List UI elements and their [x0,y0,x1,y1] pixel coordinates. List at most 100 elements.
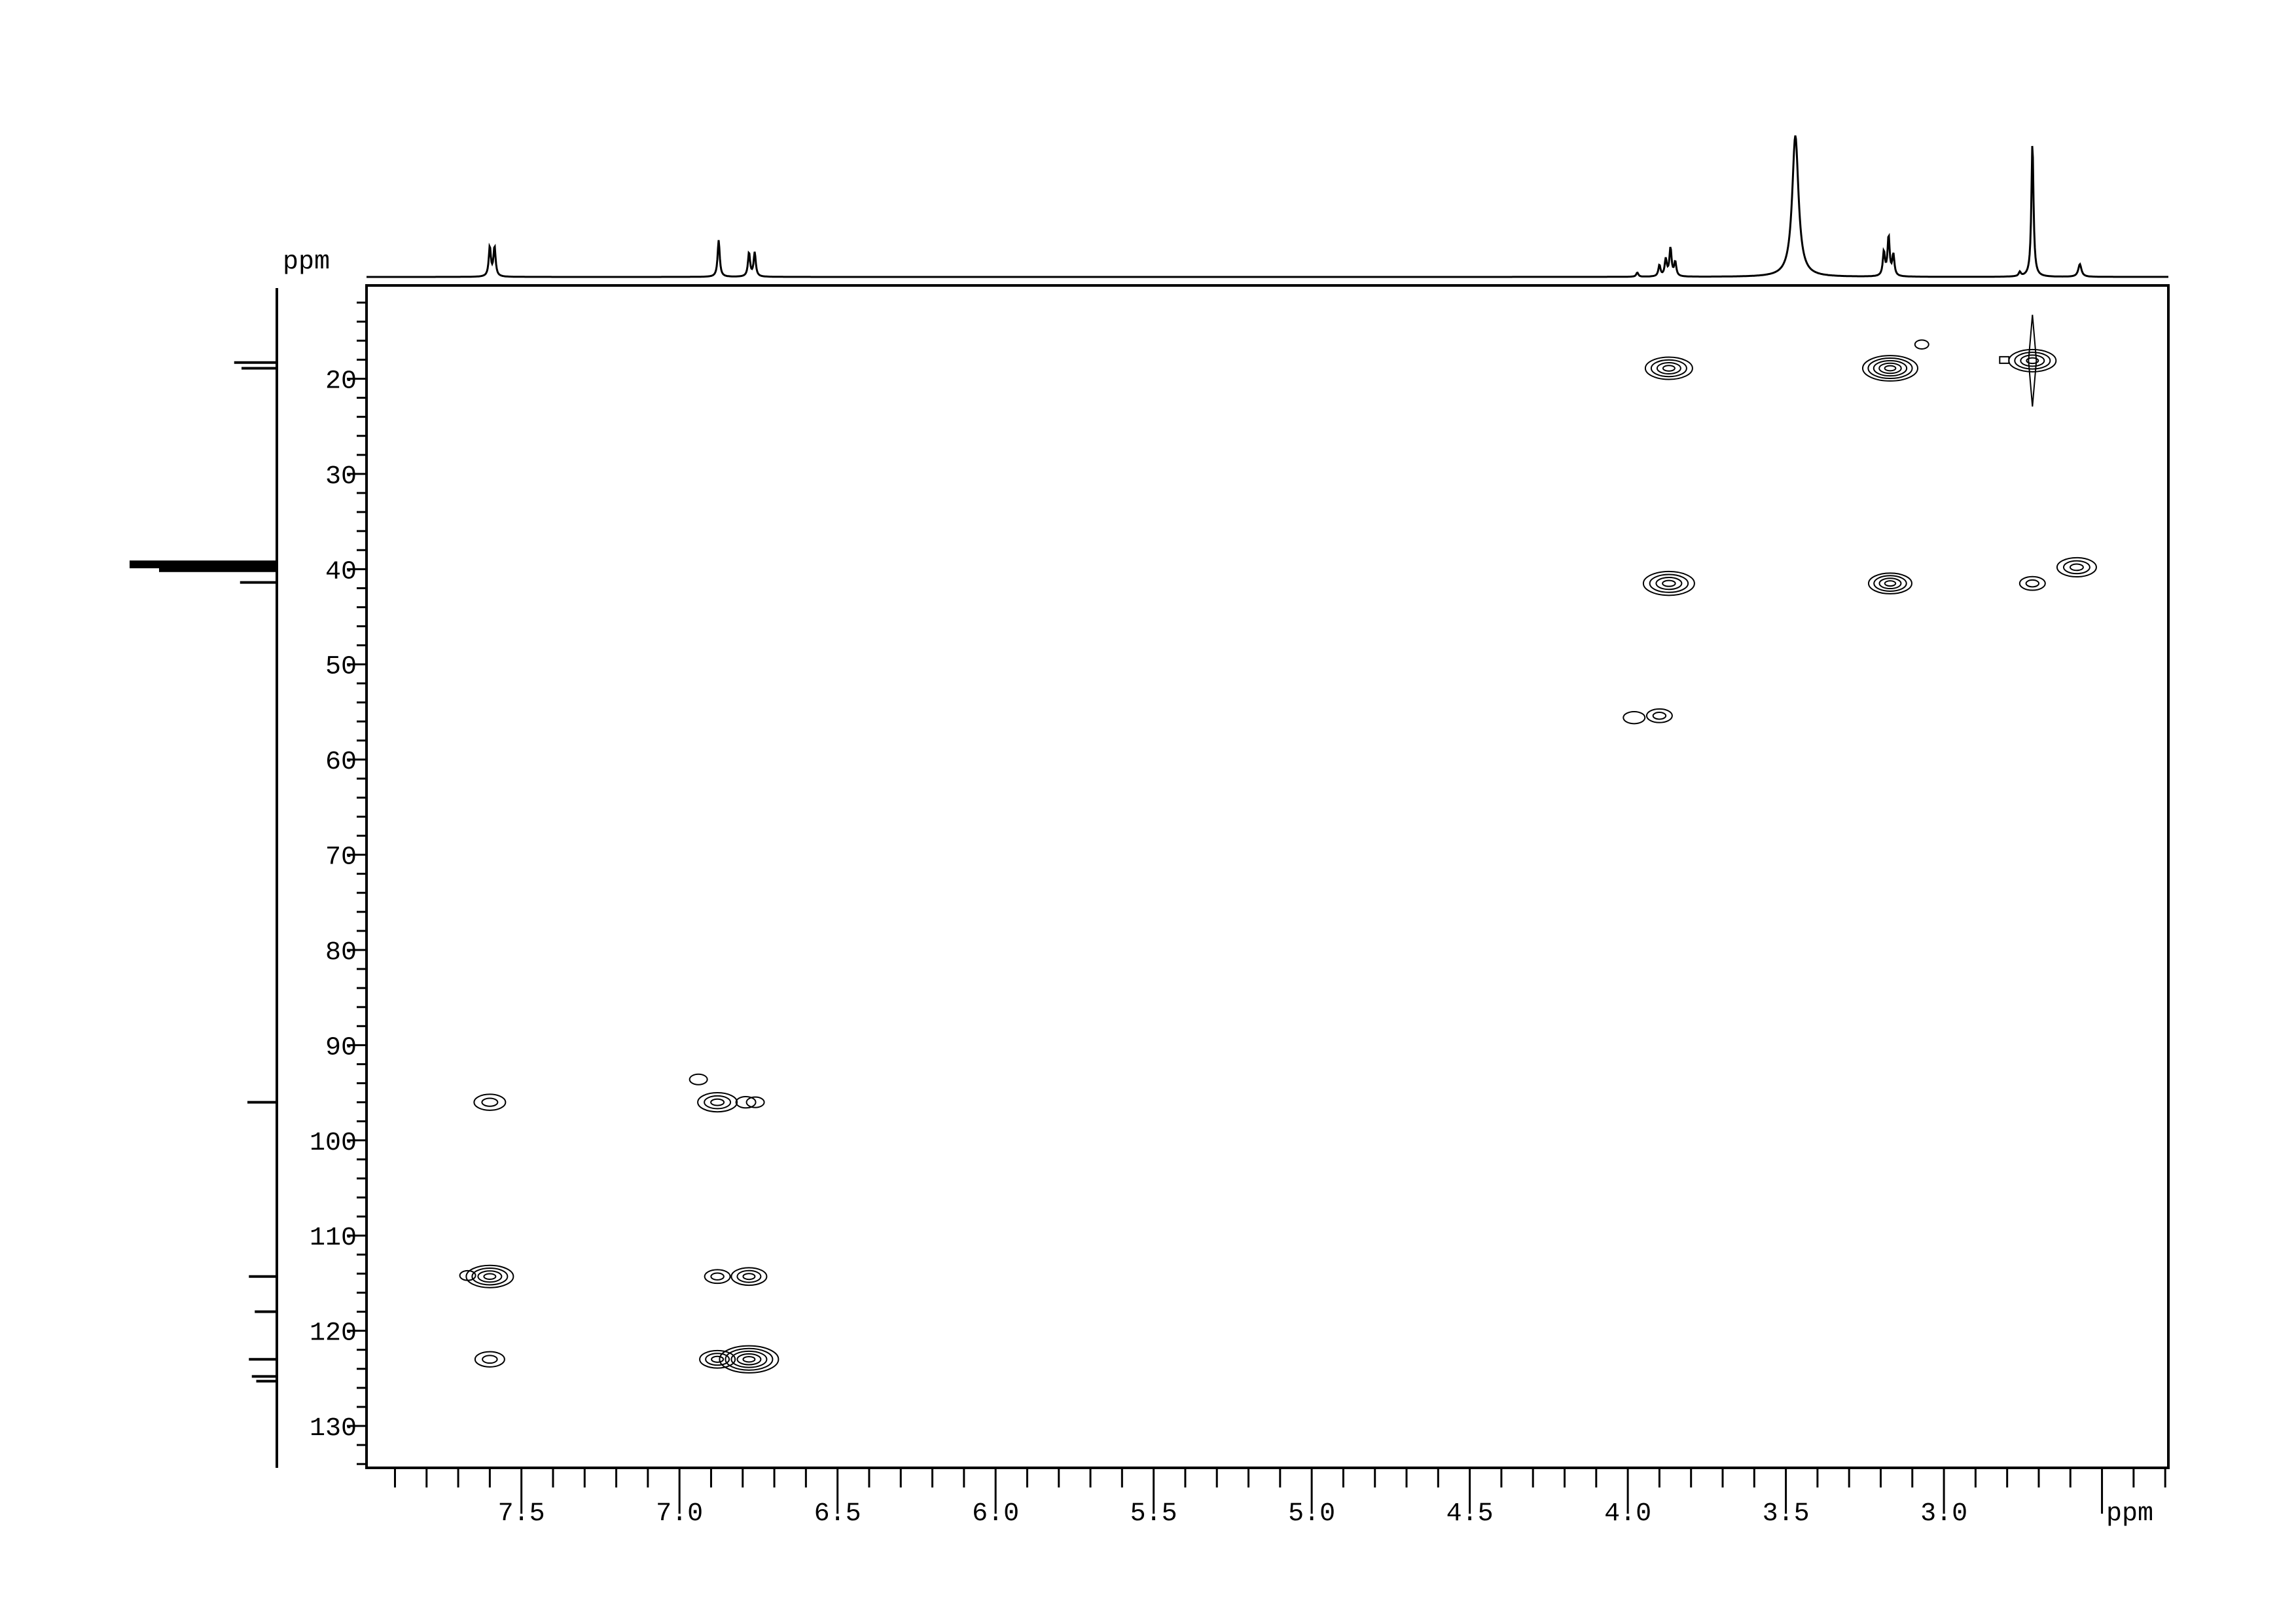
x-tick-label: 5.5 [1130,1499,1177,1529]
x-tick-label: 6.5 [814,1499,861,1529]
f1-projection-spectrum [130,288,278,1468]
contour-level [699,1349,736,1369]
y-tick-label: 70 [325,843,357,873]
contour-level [1999,356,2010,364]
cross-peak [1644,356,1693,380]
contour-level [689,1073,708,1085]
contour-level [742,1273,756,1281]
contour-level [745,1096,765,1108]
y-tick-label: 110 [310,1224,357,1253]
contour-level [1878,577,1902,590]
y-tick-label: 50 [325,653,357,682]
y-axis: 20 30 40 50 60 70 80 90 100 110 120 130 [310,301,367,1465]
contour-level [2018,575,2046,591]
contour-level [2069,563,2084,572]
contour-level [736,1269,762,1283]
contour-level [725,1347,774,1371]
contour-level [1645,708,1673,723]
plot-frame [365,284,2170,1469]
contour-level [1884,365,1897,372]
contour-level [1652,712,1667,720]
contour-level [2014,352,2051,370]
contour-level [1623,710,1646,725]
contour-level [2056,556,2097,578]
cross-peak [689,1073,708,1085]
contour-level [477,1270,503,1283]
contour-level [2025,579,2040,588]
contour-level [483,1273,497,1280]
contour-level [1884,580,1897,587]
contour-level [482,1355,498,1364]
y-tick-label: 30 [325,462,357,492]
contour-level [719,1345,780,1374]
cross-peak [704,1269,731,1285]
contour-level [736,1353,762,1366]
x-tick-label: 3.0 [1920,1499,1967,1529]
contour-level [1655,577,1683,591]
cross-peak [735,1096,757,1109]
contour-level [471,1267,509,1286]
y-tick-label: 120 [310,1319,357,1349]
contour-level [1650,359,1687,378]
x-tick-label: 7.5 [498,1499,545,1529]
cross-peak [465,1264,514,1288]
contour-level [1873,575,1907,592]
contour-level [1878,362,1902,374]
contour-level [735,1096,757,1109]
contour-level [704,1269,731,1285]
contour-level [1644,356,1693,380]
f2-projection-trace [367,135,2168,278]
x-tick-label: 4.0 [1604,1499,1651,1529]
contour-level [697,1092,738,1113]
cross-peak [1623,710,1646,725]
x-tick-label: 6.0 [972,1499,1019,1529]
contour-level [742,1356,756,1363]
cross-peak [1645,708,1673,723]
cross-peak [697,1092,738,1113]
contour-level [710,1272,725,1281]
y-tick-label: 90 [325,1033,357,1063]
cross-peak [1867,572,1912,594]
contour-level [730,1350,768,1368]
contour-level [465,1264,514,1288]
cross-peak [1642,570,1695,596]
contour-level [1867,572,1912,594]
contour-level [1873,359,1908,377]
t1-noise-streak [2028,314,2037,407]
y-tick-label: 20 [325,367,357,397]
contour-level [1914,339,1929,350]
cross-peak [1914,339,1929,350]
contour-level [1656,362,1681,375]
cross-peak [2056,556,2097,578]
cross-peak [719,1345,780,1374]
contour-level [710,1098,725,1106]
contour-level [705,1353,730,1366]
y-axis-label: ppm [283,247,330,277]
contour-level [730,1267,768,1286]
x-tick-label: 3.5 [1763,1499,1810,1529]
contour-level [474,1351,505,1368]
contour-level [1662,365,1676,372]
x-tick-label: 4.5 [1446,1499,1494,1529]
y-tick-label: 60 [325,748,357,777]
x-tick-label: 7.0 [656,1499,703,1529]
cross-peak [1999,314,2057,407]
contour-level [711,1355,725,1363]
cross-peak [1861,355,1918,382]
contour-level [1861,355,1918,382]
contour-level [1867,357,1913,380]
cross-peak [745,1096,765,1108]
cross-peak [474,1351,505,1368]
contour-level [473,1093,507,1111]
contour-level [704,1095,732,1110]
contour-level [2062,560,2090,575]
x-tick-label: 5.0 [1288,1499,1335,1529]
contour-level [2026,357,2039,365]
contour-level [1662,579,1676,587]
cross-peak [473,1093,507,1111]
y-tick-label: 100 [310,1129,357,1158]
y-tick-label: 40 [325,557,357,587]
cross-peak [730,1267,768,1286]
x-axis: 7.5 7.0 6.5 6.0 5.5 5.0 4.5 4.0 3.5 3.0 [393,1468,2166,1529]
